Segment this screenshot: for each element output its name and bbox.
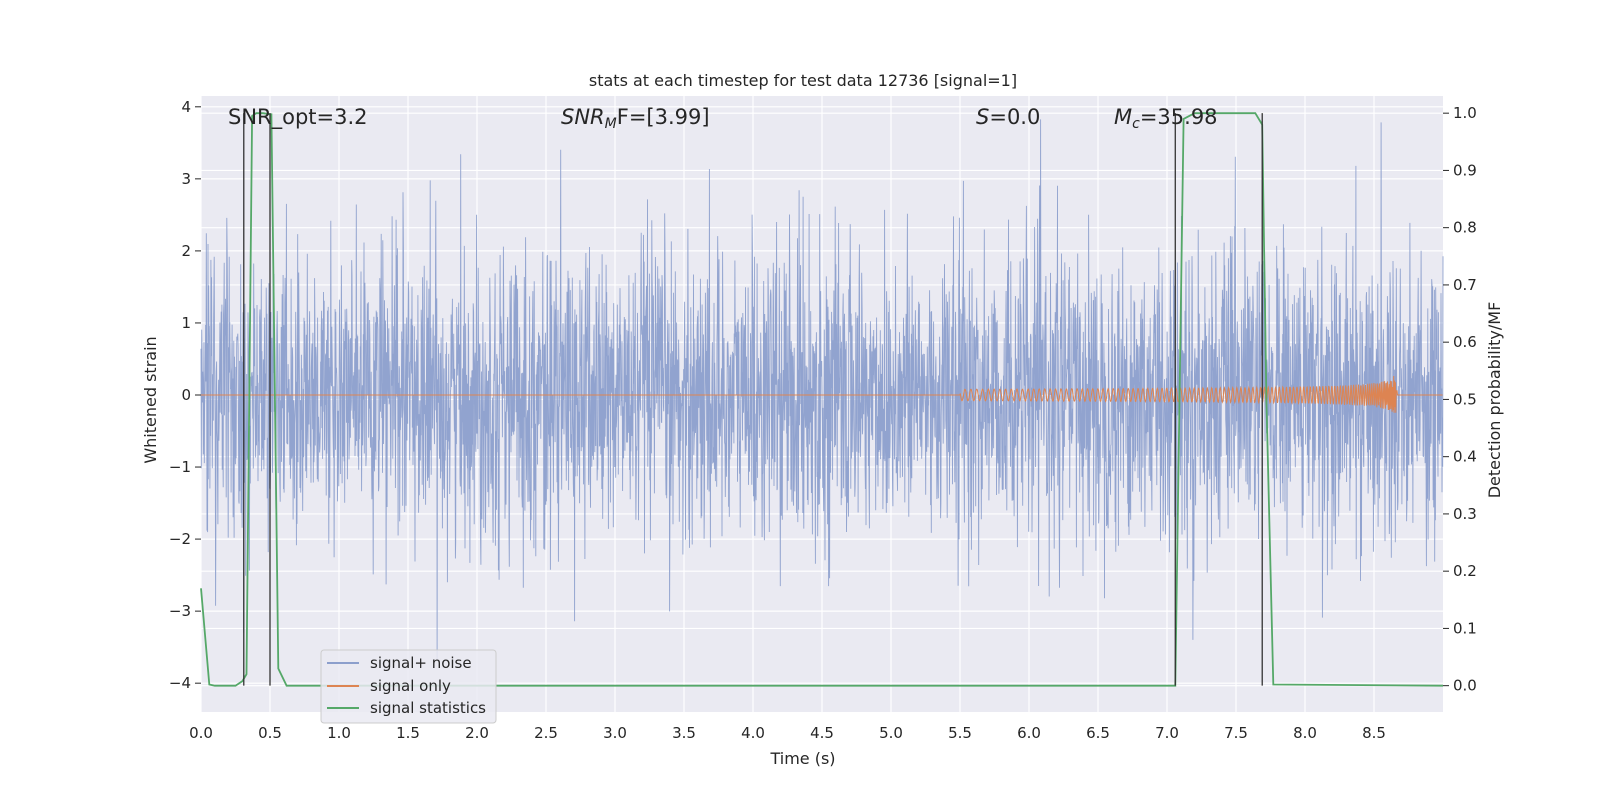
- y-tick-label: 2: [181, 242, 191, 260]
- x-tick-label: 5.0: [879, 724, 903, 742]
- y-tick-label: 3: [181, 170, 191, 188]
- y-tick-label: 4: [181, 98, 191, 116]
- legend-label-signal-noise: signal+ noise: [370, 654, 472, 672]
- y-axis-label-right: Detection probability/MF: [1485, 302, 1504, 499]
- annotation-mc: Mc=35.98: [1114, 105, 1218, 132]
- y-axis-label-left: Whitened strain: [141, 336, 160, 463]
- x-tick-label: 6.0: [1017, 724, 1041, 742]
- x-tick-label: 0.5: [258, 724, 282, 742]
- y-right-tick-label: 0.5: [1453, 390, 1477, 408]
- x-tick-label: 4.0: [741, 724, 765, 742]
- y-tick-label: −4: [169, 674, 191, 692]
- legend-box: [320, 649, 497, 724]
- x-tick-label: 3.5: [672, 724, 696, 742]
- y-right-tick-label: 0.6: [1453, 333, 1477, 351]
- x-tick-label: 5.5: [948, 724, 972, 742]
- x-tick-label: 2.0: [465, 724, 489, 742]
- annotation-snr-opt: SNR_opt=3.2: [228, 105, 368, 130]
- legend-label-signal-only: signal only: [370, 677, 451, 695]
- y-right-tick-label: 0.7: [1453, 276, 1477, 294]
- y-axis-ticks-left: 4 3 2 1 0 −1 −2 −3 −4: [169, 98, 201, 692]
- y-tick-label: 0: [181, 386, 191, 404]
- y-right-tick-label: 1.0: [1453, 104, 1477, 122]
- x-tick-label: 1.5: [396, 724, 420, 742]
- vertical-markers: [243, 113, 1263, 686]
- series-signal-statistics: [200, 112, 1444, 687]
- noise-trace: [200, 119, 1444, 660]
- legend: signal+ noise signal only signal statist…: [320, 649, 497, 724]
- y-right-tick-label: 0.9: [1453, 161, 1477, 179]
- x-axis-ticks: 0.0 0.5 1.0 1.5 2.0 2.5 3.0 3.5 4.0 4.5 5.0 5.5 6.0 6…: [189, 724, 1386, 742]
- x-tick-label: 0.0: [189, 724, 213, 742]
- x-tick-label: 8.0: [1293, 724, 1317, 742]
- y-right-tick-label: 0.3: [1453, 505, 1477, 523]
- y-right-tick-label: 0.8: [1453, 219, 1477, 237]
- y-tick-label: −2: [169, 530, 191, 548]
- annotation-s: S=0.0: [976, 105, 1040, 129]
- series-signal-noise: [200, 119, 1444, 660]
- x-tick-label: 3.0: [603, 724, 627, 742]
- x-tick-label: 8.5: [1362, 724, 1386, 742]
- grid-lines-right: [201, 112, 1443, 687]
- x-tick-label: 2.5: [534, 724, 558, 742]
- chart-title: stats at each timestep for test data 127…: [589, 71, 1017, 90]
- y-axis-ticks-right: 1.0 0.9 0.8 0.7 0.6 0.5 0.4 0.3 0.2 0.1 0.0: [1443, 104, 1477, 695]
- x-tick-label: 6.5: [1086, 724, 1110, 742]
- x-axis-label: Time (s): [769, 749, 835, 768]
- y-right-tick-label: 0.1: [1453, 619, 1477, 637]
- y-right-tick-label: 0.4: [1453, 448, 1477, 466]
- series-signal-only: [201, 375, 1443, 413]
- y-tick-label: 1: [181, 314, 191, 332]
- x-tick-label: 1.0: [327, 724, 351, 742]
- y-right-tick-label: 0.0: [1453, 677, 1477, 695]
- y-right-tick-label: 0.2: [1453, 562, 1477, 580]
- x-tick-label: 7.0: [1155, 724, 1179, 742]
- x-tick-label: 4.5: [810, 724, 834, 742]
- annotation-snr-mf: SNRMF=[3.99]: [561, 105, 710, 132]
- y-tick-label: −3: [169, 602, 191, 620]
- y-tick-label: −1: [169, 458, 191, 476]
- legend-label-signal-statistics: signal statistics: [370, 699, 486, 717]
- x-tick-label: 7.5: [1224, 724, 1248, 742]
